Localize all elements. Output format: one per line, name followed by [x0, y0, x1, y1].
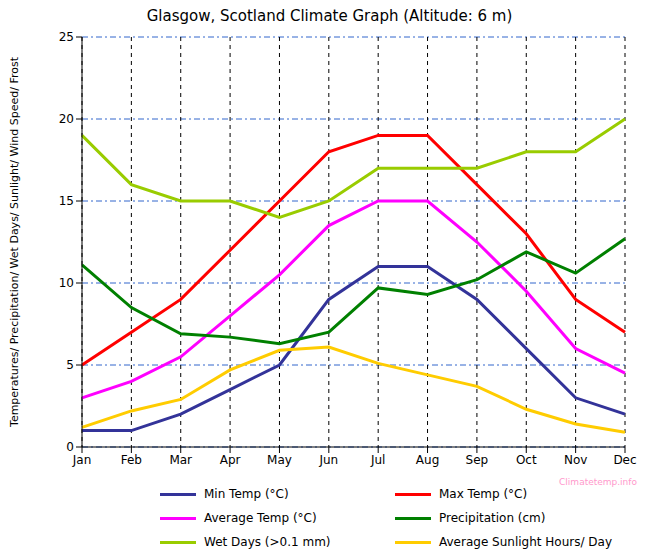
svg-text:25: 25	[59, 30, 74, 44]
svg-text:20: 20	[59, 112, 74, 126]
svg-text:Nov: Nov	[564, 453, 587, 467]
svg-text:Sep: Sep	[466, 453, 489, 467]
svg-text:0: 0	[66, 440, 74, 454]
svg-text:10: 10	[59, 276, 74, 290]
svg-text:5: 5	[66, 358, 74, 372]
html-text:Precipitation (cm): Precipitation (cm)	[439, 511, 546, 525]
svg-text:Jan: Jan	[72, 453, 92, 467]
html-text:Average Sunlight Hours/ Day: Average Sunlight Hours/ Day	[439, 535, 612, 549]
html-text:Min Temp (°C): Min Temp (°C)	[204, 487, 289, 501]
svg-text:Oct: Oct	[516, 453, 537, 467]
svg-text:Jul: Jul	[370, 453, 385, 467]
svg-text:Temperatures/ Precipitation/ W: Temperatures/ Precipitation/ Wet Days/ S…	[8, 56, 21, 428]
html-text:Wet Days (>0.1 mm): Wet Days (>0.1 mm)	[204, 535, 331, 549]
svg-text:Dec: Dec	[613, 453, 636, 467]
html-text:Climatetemp.info: Climatetemp.info	[559, 477, 637, 487]
svg-text:May: May	[267, 453, 292, 467]
html-text:Glasgow, Scotland Climate Grap: Glasgow, Scotland Climate Graph (Altitud…	[146, 7, 513, 25]
svg-text:15: 15	[59, 194, 74, 208]
svg-text:Feb: Feb	[121, 453, 142, 467]
svg-text:Apr: Apr	[220, 453, 241, 467]
svg-text:Mar: Mar	[169, 453, 192, 467]
html-text:Average Temp (°C): Average Temp (°C)	[204, 511, 317, 525]
svg-text:Jun: Jun	[318, 453, 338, 467]
svg-text:Aug: Aug	[416, 453, 439, 467]
html-text:Max Temp (°C): Max Temp (°C)	[439, 487, 528, 501]
